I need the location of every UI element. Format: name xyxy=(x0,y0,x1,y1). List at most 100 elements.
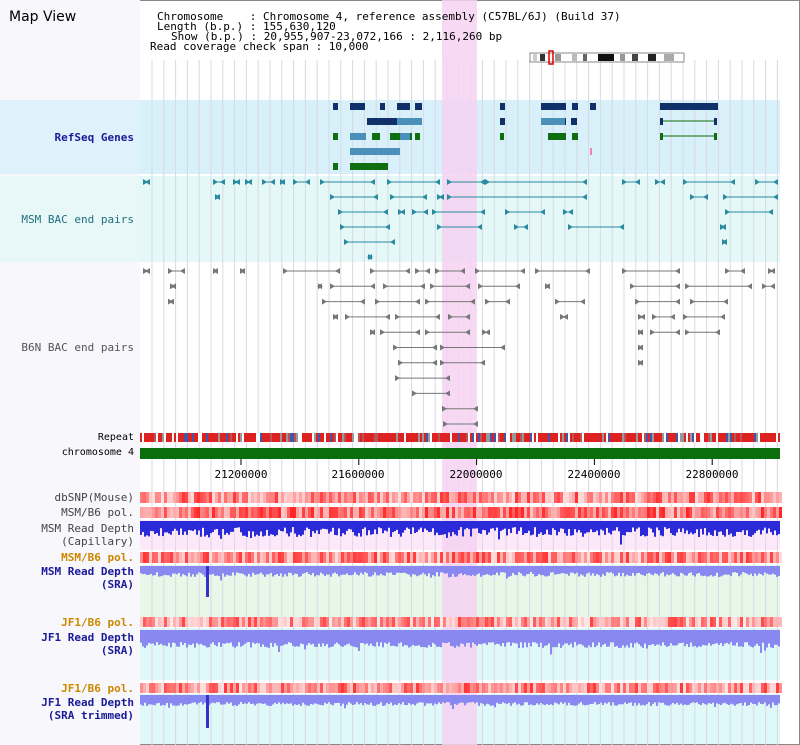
polymorphism-cell xyxy=(242,617,245,627)
read-depth-bar xyxy=(168,630,170,643)
polymorphism-cell xyxy=(554,552,557,563)
read-depth-bar xyxy=(390,566,392,573)
repeat-segment xyxy=(526,433,528,442)
polymorphism-cell xyxy=(176,492,179,503)
polymorphism-cell xyxy=(509,683,512,693)
read-depth-bar xyxy=(580,566,582,575)
read-depth-bar xyxy=(322,521,324,529)
repeat-segment xyxy=(484,433,486,442)
repeat-segment xyxy=(576,433,578,442)
read-depth-bar xyxy=(296,630,298,647)
repeat-segment xyxy=(494,433,496,442)
polymorphism-cell xyxy=(605,552,608,563)
polymorphism-cell xyxy=(485,507,488,518)
read-depth-bar xyxy=(412,695,414,705)
read-depth-bar xyxy=(182,566,184,575)
read-depth-bar xyxy=(528,630,530,643)
polymorphism-cell xyxy=(191,617,194,627)
polymorphism-cell xyxy=(398,507,401,518)
read-depth-bar xyxy=(742,566,744,573)
read-depth-bar xyxy=(392,630,394,646)
polymorphism-cell xyxy=(194,683,197,693)
read-depth-bar xyxy=(304,566,306,573)
polymorphism-cell xyxy=(626,492,629,503)
read-depth-bar xyxy=(252,521,254,532)
repeat-segment xyxy=(704,433,706,442)
polymorphism-cell xyxy=(554,617,557,627)
polymorphism-cell xyxy=(224,552,227,563)
polymorphism-cell xyxy=(302,617,305,627)
read-depth-bar xyxy=(528,566,530,574)
read-depth-bar xyxy=(696,521,698,530)
polymorphism-cell xyxy=(662,492,665,503)
polymorphism-cell xyxy=(392,683,395,693)
polymorphism-cell xyxy=(347,507,350,518)
polymorphism-cell xyxy=(500,552,503,563)
repeat-segment xyxy=(296,433,298,442)
read-depth-bar xyxy=(438,521,440,536)
read-depth-bar xyxy=(502,695,504,703)
read-depth-bar xyxy=(322,630,324,644)
read-depth-bar xyxy=(716,630,718,644)
read-depth-bar xyxy=(448,521,450,533)
polymorphism-cell xyxy=(701,617,704,627)
read-depth-bar xyxy=(270,630,272,643)
read-depth-bar xyxy=(476,566,478,575)
bac-end-marker xyxy=(638,344,643,351)
polymorphism-cell xyxy=(731,552,734,563)
polymorphism-cell xyxy=(752,683,755,693)
polymorphism-cell xyxy=(653,552,656,563)
polymorphism-cell xyxy=(473,552,476,563)
polymorphism-cell xyxy=(314,507,317,518)
read-depth-bar xyxy=(724,695,726,703)
read-depth-bar xyxy=(580,630,582,645)
bac-end-marker xyxy=(460,268,465,274)
polymorphism-cell xyxy=(386,507,389,518)
read-depth-bar xyxy=(416,630,418,646)
read-depth-bar xyxy=(588,630,590,646)
polymorphism-cell xyxy=(683,492,686,503)
polymorphism-cell xyxy=(506,492,509,503)
polymorphism-cell xyxy=(776,683,779,693)
read-depth-bar xyxy=(400,695,402,705)
polymorphism-cell xyxy=(332,617,335,627)
bac-end-marker xyxy=(235,179,240,185)
polymorphism-cell xyxy=(179,492,182,503)
read-depth-bar xyxy=(312,695,314,705)
polymorphism-cell xyxy=(692,683,695,693)
polymorphism-cell xyxy=(230,552,233,563)
polymorphism-cell xyxy=(443,683,446,693)
polymorphism-cell xyxy=(395,507,398,518)
read-depth-bar xyxy=(742,695,744,706)
bac-end-marker xyxy=(515,283,520,290)
polymorphism-cell xyxy=(512,552,515,563)
read-depth-bar xyxy=(528,695,530,705)
read-depth-bar xyxy=(500,630,502,646)
polymorphism-cell xyxy=(521,507,524,518)
polymorphism-cell xyxy=(407,492,410,503)
polymorphism-cell xyxy=(422,507,425,518)
read-depth-bar xyxy=(704,630,706,646)
polymorphism-cell xyxy=(437,552,440,563)
read-depth-bar xyxy=(634,695,636,703)
read-depth-bar xyxy=(496,695,498,703)
polymorphism-cell xyxy=(311,492,314,503)
polymorphism-cell xyxy=(461,507,464,518)
read-depth-bar xyxy=(478,630,480,644)
polymorphism-cell xyxy=(203,617,206,627)
polymorphism-cell xyxy=(344,492,347,503)
bac-end-marker xyxy=(568,209,573,215)
polymorphism-cell xyxy=(500,617,503,627)
read-depth-bar xyxy=(486,695,488,704)
repeat-segment xyxy=(194,433,196,442)
read-depth-bar xyxy=(450,566,452,577)
read-depth-bar xyxy=(146,566,148,575)
polymorphism-cell xyxy=(293,492,296,503)
read-depth-bar xyxy=(214,695,216,704)
polymorphism-cell xyxy=(740,492,743,503)
repeat-segment xyxy=(386,433,388,442)
repeat-segment xyxy=(778,433,780,442)
read-depth-bar xyxy=(548,566,550,576)
read-depth-bar xyxy=(196,630,198,644)
